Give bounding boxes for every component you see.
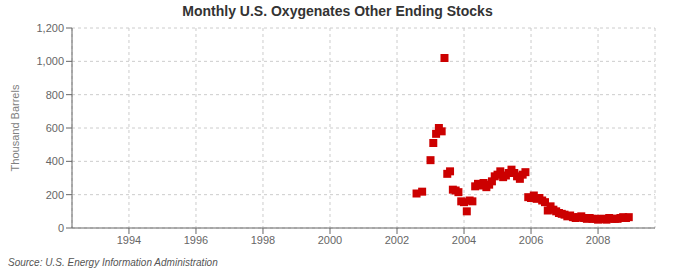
svg-text:2004: 2004 (452, 234, 476, 246)
svg-text:1996: 1996 (184, 234, 208, 246)
svg-text:1,200: 1,200 (36, 22, 64, 34)
svg-text:200: 200 (46, 189, 64, 201)
svg-text:2000: 2000 (318, 234, 342, 246)
svg-text:0: 0 (58, 222, 64, 234)
html-text:Monthly U.S. Oxygenates Other: Monthly U.S. Oxygenates Other Ending Sto… (182, 3, 493, 19)
svg-text:1,000: 1,000 (36, 55, 64, 67)
svg-text:Thousand Barrels: Thousand Barrels (9, 84, 21, 171)
svg-text:400: 400 (46, 155, 64, 167)
svg-text:600: 600 (46, 122, 64, 134)
svg-text:2002: 2002 (385, 234, 409, 246)
svg-text:2006: 2006 (519, 234, 543, 246)
html-text:Source: U.S. Energy Informatio: Source: U.S. Energy Information Administ… (8, 257, 218, 268)
svg-text:1994: 1994 (117, 234, 141, 246)
svg-text:2008: 2008 (586, 234, 610, 246)
svg-text:800: 800 (46, 89, 64, 101)
svg-text:1998: 1998 (251, 234, 275, 246)
